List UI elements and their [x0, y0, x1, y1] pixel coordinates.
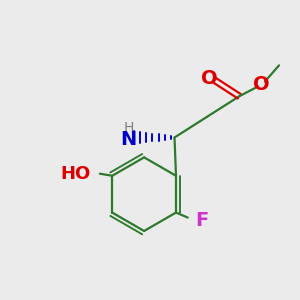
Text: H: H: [124, 121, 134, 135]
Text: N: N: [121, 130, 137, 149]
Text: HO: HO: [60, 165, 90, 183]
Text: O: O: [253, 75, 270, 94]
Text: O: O: [201, 69, 217, 88]
Text: F: F: [195, 211, 208, 230]
